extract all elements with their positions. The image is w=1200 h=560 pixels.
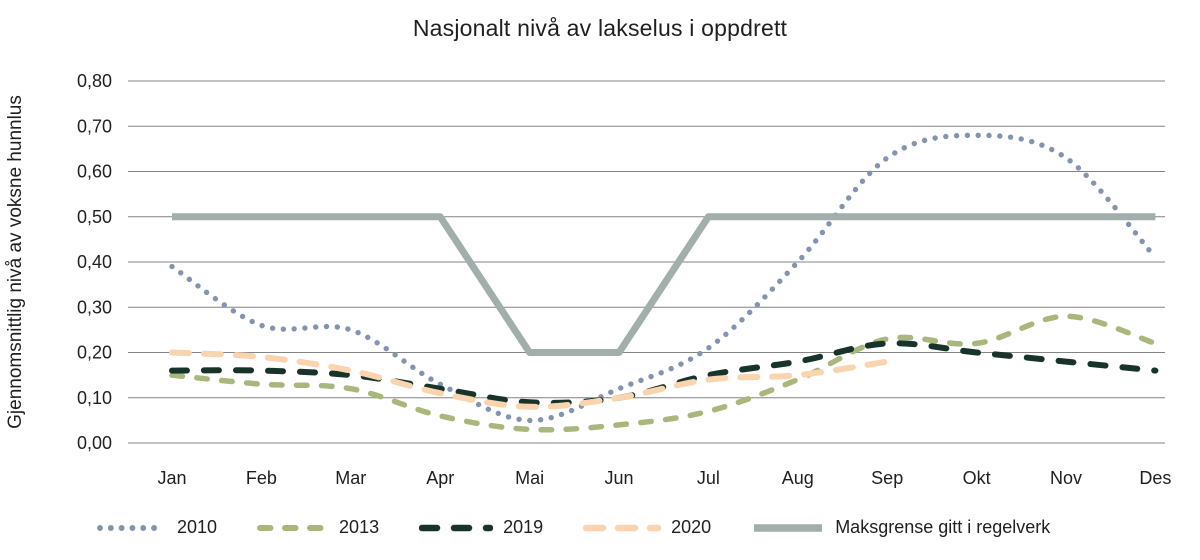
series-line-2020 [169, 349, 891, 410]
x-tick-label: Nov [1050, 468, 1082, 488]
y-tick-label: 0,20 [77, 343, 112, 363]
x-tick-label: Okt [963, 468, 991, 488]
y-tick-label: 0,60 [77, 162, 112, 182]
x-tick-label: Jan [157, 468, 186, 488]
y-tick-label: 0,70 [77, 116, 112, 136]
legend-item-2013: 2013 [257, 517, 379, 538]
legend-item-2020: 2020 [583, 517, 711, 538]
legend-item-maksgrense: Maksgrense gitt i regelverk [751, 517, 1050, 538]
legend-label: 2013 [339, 517, 380, 537]
series-line-2010 [169, 132, 1159, 424]
x-tick-label: Apr [426, 468, 454, 488]
chart-title: Nasjonalt nivå av lakselus i oppdrett [412, 15, 788, 41]
x-tick-label: Feb [246, 468, 277, 488]
legend-swatch-icon [583, 524, 662, 531]
y-tick-label: 0,10 [77, 388, 112, 408]
x-tick-label: Mar [335, 468, 366, 488]
x-tick-label: Aug [782, 468, 814, 488]
x-tick-label: Sep [871, 468, 903, 488]
legend-item-2019: 2019 [419, 517, 543, 538]
series-line-maksgrense [172, 213, 1156, 356]
y-tick-label: 0,00 [77, 433, 112, 453]
legend-swatch-icon [754, 523, 823, 532]
x-tick-label: Mai [515, 468, 544, 488]
legend-item-2010: 2010 [97, 517, 217, 538]
legend-label: Maksgrense gitt i regelverk [835, 517, 1051, 537]
legend-label: 2020 [671, 517, 712, 537]
legend: 2010 2013 2019 2020 Maksgrense gitt i regelv… [97, 517, 1050, 538]
legend-label: 2010 [177, 517, 218, 537]
x-tick-label: Jun [604, 468, 633, 488]
series-line-2013 [169, 313, 1159, 433]
y-tick-label: 0,30 [77, 297, 112, 317]
legend-swatch-icon [97, 524, 167, 531]
x-tick-label: Des [1139, 468, 1171, 488]
legend-swatch-icon [419, 524, 494, 531]
legend-label: 2019 [503, 517, 544, 537]
y-tick-label: 0,80 [77, 71, 112, 91]
legend-swatch-icon [257, 524, 330, 531]
y-tick-label: 0,40 [77, 252, 112, 272]
y-tick-label: 0,50 [77, 207, 112, 227]
x-tick-label: Jul [697, 468, 720, 488]
